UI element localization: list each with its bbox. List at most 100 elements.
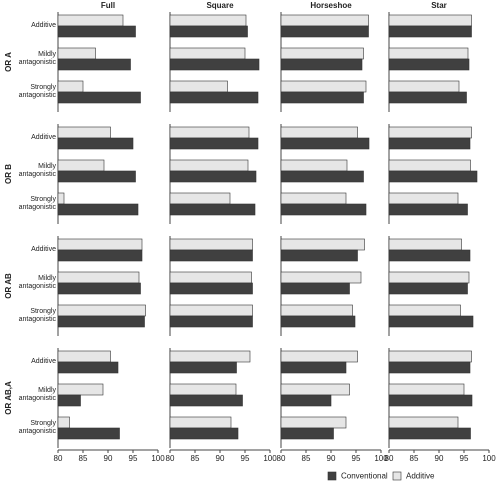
- category-label: Strongly antagonistic: [18, 420, 56, 435]
- bar: [169, 91, 259, 104]
- bar: [388, 203, 468, 216]
- bar: [280, 47, 364, 60]
- bar: [280, 394, 332, 407]
- bar: [169, 383, 237, 396]
- bar: [280, 271, 362, 284]
- x-tick-label: 100: [482, 454, 496, 463]
- bar: [169, 80, 228, 93]
- bar: [57, 350, 111, 363]
- bar: [57, 416, 70, 429]
- bar: [57, 361, 119, 374]
- bar: [169, 350, 251, 363]
- category-label: Strongly antagonistic: [18, 196, 56, 211]
- bar: [169, 159, 249, 172]
- bar: [57, 203, 139, 216]
- bar: [57, 271, 140, 284]
- bar: [57, 383, 104, 396]
- bar: [57, 304, 146, 317]
- bar: [169, 14, 247, 27]
- bar: [57, 249, 143, 262]
- x-tick-label: 85: [79, 454, 88, 463]
- bar: [169, 238, 253, 251]
- bar: [388, 238, 462, 251]
- bar: [169, 203, 256, 216]
- bar: [57, 25, 136, 38]
- legend-swatch: [327, 471, 337, 481]
- category-label: Additive: [31, 22, 56, 29]
- row-title: OR AB: [4, 273, 13, 299]
- row-title: OR AB,A: [4, 381, 13, 415]
- category-label: Strongly antagonistic: [18, 84, 56, 99]
- bar: [169, 249, 253, 262]
- bar: [169, 25, 248, 38]
- bar: [388, 361, 471, 374]
- bar: [388, 394, 473, 407]
- bar: [280, 170, 364, 183]
- bar: [388, 80, 460, 93]
- bar: [388, 25, 472, 38]
- bar: [280, 58, 363, 71]
- x-tick-label: 90: [104, 454, 113, 463]
- x-tick-label: 90: [435, 454, 444, 463]
- bar: [388, 159, 471, 172]
- x-tick-label: 90: [327, 454, 336, 463]
- bar: [280, 282, 350, 295]
- bar: [388, 192, 459, 205]
- bar: [280, 361, 347, 374]
- bar: [169, 192, 231, 205]
- column-title: Star: [431, 1, 447, 10]
- category-label: Additive: [31, 246, 56, 253]
- row-title: OR A: [4, 52, 13, 72]
- category-label: Additive: [31, 134, 56, 141]
- x-tick-label: 100: [374, 454, 388, 463]
- column-title: Horseshoe: [310, 1, 352, 10]
- bar: [280, 304, 353, 317]
- bar: [57, 47, 96, 60]
- bar: [280, 159, 348, 172]
- bar: [280, 25, 369, 38]
- legend-swatch: [392, 471, 402, 481]
- bar: [57, 159, 105, 172]
- bar: [169, 58, 260, 71]
- x-tick-label: 80: [54, 454, 63, 463]
- bar: [280, 91, 364, 104]
- bar: [280, 80, 367, 93]
- category-label: Mildly antagonistic: [18, 275, 56, 290]
- legend-label: Additive: [406, 472, 435, 481]
- bar: [57, 238, 143, 251]
- category-label: Strongly antagonistic: [18, 308, 56, 323]
- bar: [169, 47, 246, 60]
- bar: [57, 80, 84, 93]
- bar: [169, 361, 237, 374]
- bar: [388, 170, 478, 183]
- bar: [57, 427, 120, 440]
- bar: [388, 427, 471, 440]
- bar: [388, 282, 468, 295]
- x-tick-label: 100: [151, 454, 165, 463]
- bar: [57, 315, 145, 328]
- bar: [169, 427, 239, 440]
- bar: [57, 126, 111, 139]
- x-tick-label: 95: [129, 454, 138, 463]
- bar: [388, 249, 471, 262]
- bar: [57, 91, 141, 104]
- bar: [388, 14, 472, 27]
- x-tick-label: 90: [216, 454, 225, 463]
- bar: [57, 14, 124, 27]
- bar: [388, 126, 472, 139]
- bar: [388, 304, 461, 317]
- x-tick-label: 100: [263, 454, 277, 463]
- bar: [388, 91, 467, 104]
- column-title: Full: [101, 1, 115, 10]
- x-tick-label: 95: [241, 454, 250, 463]
- bar: [57, 58, 131, 71]
- bar: [280, 427, 334, 440]
- bar: [280, 238, 365, 251]
- x-tick-label: 85: [302, 454, 311, 463]
- bar: [388, 416, 459, 429]
- bar: [57, 137, 134, 150]
- x-tick-label: 85: [410, 454, 419, 463]
- bar: [169, 394, 243, 407]
